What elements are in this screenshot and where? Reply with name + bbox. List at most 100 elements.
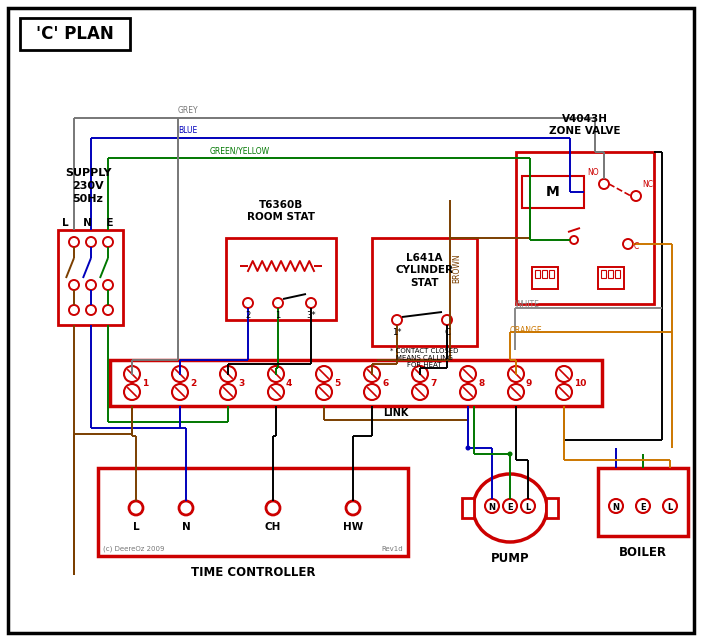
Circle shape: [521, 499, 535, 513]
Circle shape: [124, 384, 140, 400]
Circle shape: [412, 366, 428, 382]
Circle shape: [636, 499, 650, 513]
Circle shape: [609, 499, 623, 513]
Text: N: N: [182, 522, 190, 532]
Text: 3: 3: [238, 378, 244, 388]
Circle shape: [460, 384, 476, 400]
Circle shape: [220, 384, 236, 400]
Text: PUMP: PUMP: [491, 552, 529, 565]
Text: ORANGE: ORANGE: [510, 326, 543, 335]
Text: GREY: GREY: [178, 106, 199, 115]
Bar: [110, 360, 602, 406]
Bar: [58, 230, 123, 325]
Circle shape: [129, 501, 143, 515]
Text: L: L: [133, 522, 139, 532]
Text: 1: 1: [142, 378, 148, 388]
Bar: [522, 176, 584, 208]
Bar: [546, 498, 558, 518]
Text: CH: CH: [265, 522, 282, 532]
Text: 5: 5: [334, 378, 340, 388]
Circle shape: [508, 366, 524, 382]
Text: SUPPLY
230V
50Hz: SUPPLY 230V 50Hz: [65, 168, 111, 204]
Circle shape: [220, 366, 236, 382]
Circle shape: [631, 191, 641, 201]
Text: 9: 9: [526, 378, 532, 388]
Circle shape: [599, 179, 609, 189]
Text: L: L: [668, 503, 673, 512]
Circle shape: [69, 280, 79, 290]
Text: 8: 8: [478, 378, 484, 388]
Circle shape: [268, 384, 284, 400]
Bar: [615, 270, 620, 278]
Bar: [98, 468, 408, 556]
Circle shape: [306, 298, 316, 308]
Circle shape: [485, 499, 499, 513]
Bar: [532, 267, 558, 289]
Circle shape: [172, 384, 188, 400]
Text: 'C' PLAN: 'C' PLAN: [36, 25, 114, 43]
Text: E: E: [507, 503, 513, 512]
Bar: [535, 270, 540, 278]
Text: TIME CONTROLLER: TIME CONTROLLER: [191, 566, 315, 579]
Text: L: L: [525, 503, 531, 512]
Circle shape: [268, 366, 284, 382]
Circle shape: [86, 280, 96, 290]
Circle shape: [508, 451, 512, 456]
Text: LINK: LINK: [383, 408, 409, 418]
Text: N: N: [489, 503, 496, 512]
Circle shape: [179, 501, 193, 515]
Circle shape: [508, 384, 524, 400]
Text: L    N    E: L N E: [62, 218, 114, 228]
Text: NC: NC: [642, 180, 653, 189]
Bar: [20, 18, 130, 50]
Bar: [601, 270, 606, 278]
Text: BLUE: BLUE: [178, 126, 197, 135]
Text: 2: 2: [190, 378, 197, 388]
Circle shape: [503, 499, 517, 513]
Text: HW: HW: [343, 522, 363, 532]
Text: V4043H
ZONE VALVE: V4043H ZONE VALVE: [549, 113, 621, 136]
Text: T6360B
ROOM STAT: T6360B ROOM STAT: [247, 199, 315, 222]
Text: GREEN/YELLOW: GREEN/YELLOW: [210, 146, 270, 155]
Circle shape: [273, 298, 283, 308]
Text: BOILER: BOILER: [619, 546, 667, 559]
Bar: [598, 267, 624, 289]
Bar: [372, 238, 477, 346]
Text: M: M: [546, 185, 560, 199]
Circle shape: [86, 237, 96, 247]
Circle shape: [103, 280, 113, 290]
Circle shape: [442, 315, 452, 325]
Circle shape: [623, 239, 633, 249]
Bar: [226, 238, 336, 320]
Text: 2: 2: [246, 311, 251, 320]
Circle shape: [663, 499, 677, 513]
Bar: [598, 468, 688, 536]
Circle shape: [392, 315, 402, 325]
Circle shape: [103, 237, 113, 247]
Text: 6: 6: [382, 378, 388, 388]
Circle shape: [172, 366, 188, 382]
Text: L641A
CYLINDER
STAT: L641A CYLINDER STAT: [395, 253, 453, 288]
Text: BROWN: BROWN: [452, 253, 461, 283]
Ellipse shape: [473, 474, 547, 542]
Circle shape: [465, 445, 470, 451]
Circle shape: [86, 305, 96, 315]
Text: 7: 7: [430, 378, 437, 388]
Text: 1*: 1*: [392, 328, 402, 337]
Text: C: C: [634, 242, 640, 251]
Circle shape: [570, 236, 578, 244]
Circle shape: [346, 501, 360, 515]
Text: WHITE: WHITE: [515, 300, 540, 309]
Circle shape: [69, 237, 79, 247]
Circle shape: [364, 384, 380, 400]
Bar: [608, 270, 613, 278]
Bar: [516, 152, 654, 304]
Circle shape: [266, 501, 280, 515]
Circle shape: [316, 366, 332, 382]
Text: N: N: [613, 503, 619, 512]
Circle shape: [69, 305, 79, 315]
Bar: [549, 270, 554, 278]
Text: Rev1d: Rev1d: [381, 546, 403, 552]
Circle shape: [364, 366, 380, 382]
Text: E: E: [640, 503, 646, 512]
